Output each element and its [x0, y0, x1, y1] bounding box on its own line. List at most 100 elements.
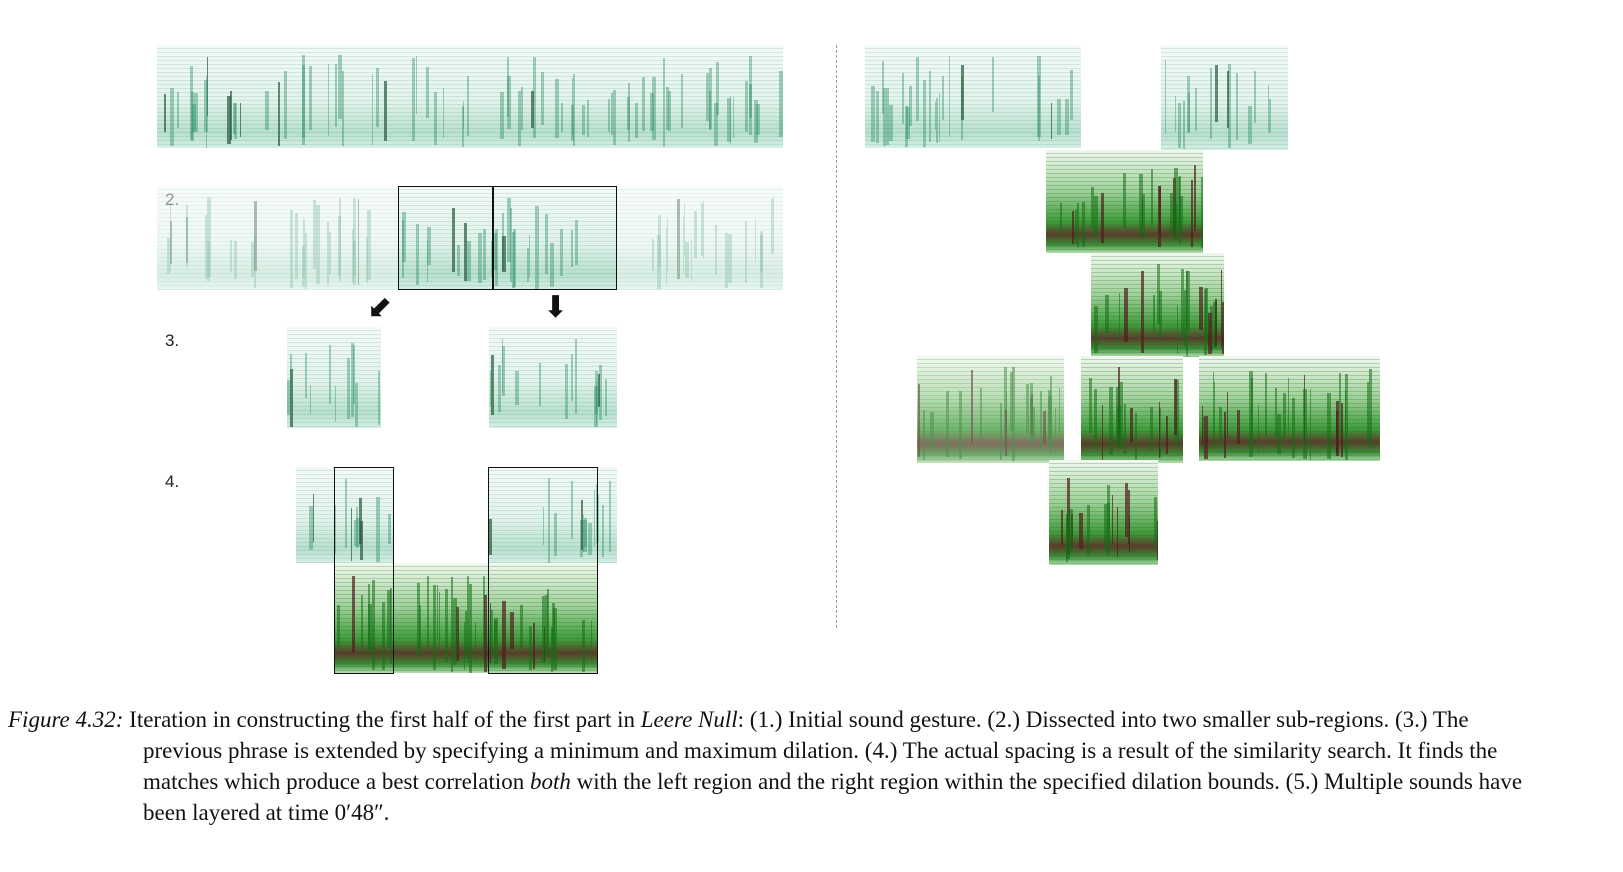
- spectrogram-streak: [779, 71, 783, 137]
- spectrogram-streak: [240, 102, 241, 138]
- spectrogram-streak: [1154, 496, 1157, 548]
- spectrogram-streak: [204, 80, 208, 133]
- spectrogram-streak: [1069, 508, 1073, 554]
- spectrogram-streak: [582, 620, 585, 673]
- spectrogram-streak: [609, 481, 611, 552]
- spectrogram-streak: [730, 96, 731, 144]
- spectrogram-streak: [1065, 98, 1069, 135]
- spectrogram-streak: [366, 237, 368, 284]
- spectrogram-streak: [1130, 407, 1133, 442]
- spectrogram-streak: [1038, 75, 1040, 142]
- spectrogram-streak: [666, 228, 667, 285]
- spectrogram-streak: [1336, 411, 1338, 454]
- spectrogram-streak: [1057, 98, 1061, 135]
- spectrogram-streak: [971, 370, 973, 444]
- spectrogram-streak: [502, 601, 506, 669]
- spectrogram-streak: [1124, 404, 1126, 455]
- spectrogram-streak: [560, 229, 563, 277]
- spectrogram-streak: [352, 575, 355, 652]
- spectrogram-streak: [1187, 76, 1190, 133]
- spectrogram-streak: [1030, 382, 1033, 434]
- spectrogram-streak: [339, 198, 341, 281]
- spectrogram-streak: [329, 232, 331, 275]
- spectrogram-streak: [1043, 411, 1046, 444]
- spectrogram-streak: [351, 342, 354, 418]
- spectrogram-streak: [313, 199, 316, 270]
- spectrogram-streak: [1215, 64, 1218, 123]
- spectrogram-streak: [462, 106, 464, 148]
- spectrogram-streak: [1072, 210, 1074, 245]
- spectrogram-streak: [1227, 392, 1228, 438]
- spectrogram-streak: [1208, 313, 1212, 354]
- spectrogram-streak: [1258, 405, 1259, 452]
- spectrogram-streak: [1186, 271, 1190, 332]
- spectrogram-layer-4: [1091, 253, 1224, 357]
- spectrogram-streak: [290, 368, 293, 427]
- spectrogram-streak: [1179, 196, 1183, 235]
- spectrogram-dissected-region-a: [398, 186, 493, 290]
- spectrogram-streak: [1215, 299, 1217, 346]
- spectrogram-streak: [1248, 105, 1252, 145]
- spectrogram-streak: [417, 582, 420, 656]
- panel-label-3: 3.: [165, 331, 180, 350]
- spectrogram-streak: [190, 66, 193, 141]
- spectrogram-streak: [684, 203, 685, 257]
- caption-text: : (1.) Initial sound gesture. (2.) Disse…: [143, 707, 1498, 794]
- spectrogram-streak: [1142, 193, 1145, 238]
- spectrogram-streak: [1210, 67, 1212, 140]
- spectrogram-streak: [533, 56, 536, 138]
- spectrogram-streak: [452, 207, 455, 272]
- spectrogram-streak: [464, 223, 467, 282]
- spectrogram-streak: [909, 85, 912, 126]
- match-box-left: [334, 467, 394, 674]
- spectrogram-streak: [358, 199, 359, 286]
- spectrogram-streak: [980, 388, 982, 439]
- spectrogram-streak: [507, 197, 511, 262]
- spectrogram-streak: [1166, 416, 1168, 454]
- spectrogram-streak: [923, 410, 925, 460]
- spectrogram-streak: [959, 391, 962, 459]
- spectrogram-streak: [507, 56, 509, 117]
- spectrogram-streak: [548, 477, 550, 563]
- spectrogram-streak: [1179, 176, 1181, 245]
- spectrogram-streak: [575, 219, 578, 265]
- spectrogram-streak: [992, 57, 994, 112]
- spectrogram-dissected-right: [617, 186, 783, 290]
- spectrogram-streak: [1269, 98, 1271, 133]
- match-box-right: [488, 467, 598, 674]
- spectrogram-streak: [1213, 371, 1214, 450]
- divider-line: [836, 45, 837, 628]
- spectrogram-streak: [192, 104, 196, 132]
- spectrogram-streak: [426, 67, 429, 119]
- spectrogram-streak: [725, 233, 728, 288]
- spectrogram-streak: [635, 102, 638, 138]
- spectrogram-streak: [1254, 70, 1256, 123]
- spectrogram-streak: [936, 97, 938, 144]
- spectrogram-streak: [1089, 377, 1092, 434]
- spectrogram-streak: [368, 583, 370, 650]
- spectrogram-streak: [745, 81, 748, 132]
- spectrogram-streak: [1195, 88, 1197, 132]
- spectrogram-streak: [494, 618, 498, 665]
- spectrogram-streak: [194, 92, 198, 132]
- spectrogram-streak: [886, 87, 889, 146]
- spectrogram-streak: [287, 380, 290, 416]
- spectrogram-streak: [1066, 513, 1070, 559]
- spectrogram-streak: [572, 78, 573, 135]
- spectrogram-streak: [1177, 305, 1178, 355]
- spectrogram-streak: [1224, 411, 1226, 459]
- spectrogram-streak: [234, 240, 237, 280]
- spectrogram-streak: [347, 357, 350, 419]
- arrow-down-left-icon: ⬋: [367, 290, 393, 325]
- spectrogram-streak: [1202, 405, 1203, 447]
- spectrogram-streak: [254, 236, 256, 289]
- spectrogram-streak: [439, 591, 440, 657]
- spectrogram-streak: [571, 354, 573, 402]
- spectrogram-streak: [469, 584, 472, 673]
- spectrogram-streak: [265, 90, 269, 131]
- spectrogram-streak: [905, 105, 908, 148]
- spectrogram-streak: [1119, 382, 1123, 450]
- spectrogram-streak: [520, 605, 523, 649]
- spectrogram-streak: [749, 55, 752, 119]
- spectrogram-streak: [1135, 413, 1137, 462]
